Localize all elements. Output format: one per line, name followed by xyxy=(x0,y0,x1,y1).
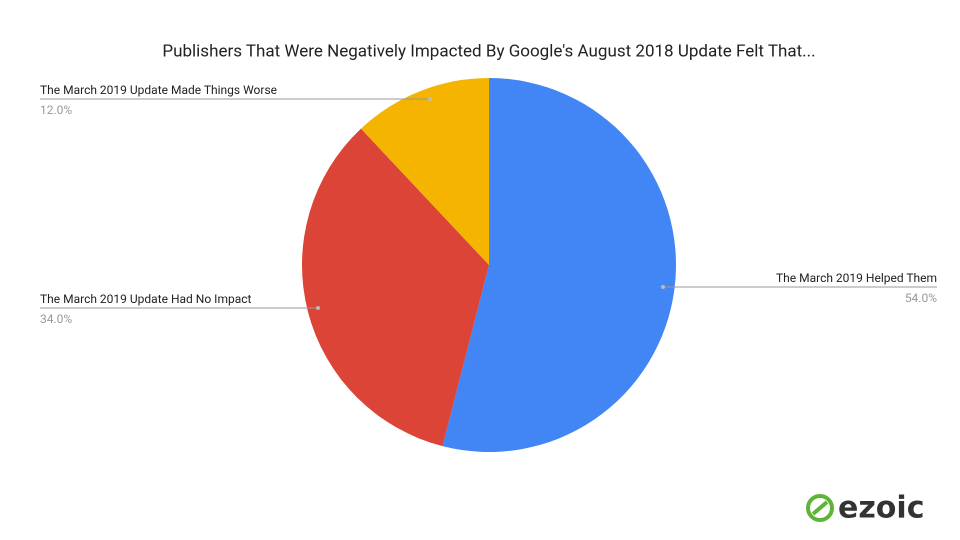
leader-dot xyxy=(316,306,320,310)
slice-label: The March 2019 Update Had No Impact xyxy=(40,292,252,306)
slice-value-label: 12.0% xyxy=(40,103,72,117)
leader-dot xyxy=(661,285,665,289)
logo-stripe xyxy=(811,500,829,516)
chart-title: Publishers That Were Negatively Impacted… xyxy=(162,41,815,61)
logo: ezoic xyxy=(806,491,924,526)
slice-label: The March 2019 Update Made Things Worse xyxy=(40,83,277,97)
logo-icon xyxy=(806,494,834,522)
slice-value-label: 34.0% xyxy=(40,312,72,326)
slice-value-label: 54.0% xyxy=(905,291,937,305)
pie-slice xyxy=(360,78,489,265)
slice-label: The March 2019 Helped Them xyxy=(776,271,937,285)
pie-slice xyxy=(442,78,677,452)
leader-dot xyxy=(428,97,432,101)
logo-text: ezoic xyxy=(838,491,924,526)
pie-slice xyxy=(302,128,489,447)
